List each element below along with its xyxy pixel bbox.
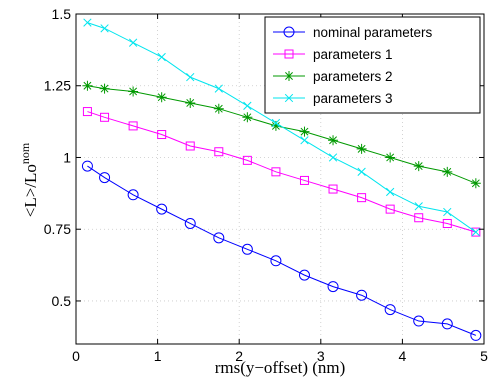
data-point-circle: [156, 203, 168, 215]
data-point-square: [284, 49, 294, 59]
data-point-star: [213, 103, 224, 114]
data-point-x: [284, 93, 294, 103]
data-point-star: [242, 112, 253, 123]
data-point-star: [270, 120, 281, 131]
data-point-x: [443, 207, 452, 217]
data-point-circle: [470, 329, 482, 341]
data-point-circle: [413, 315, 425, 327]
series-line: [87, 165, 477, 336]
y-tick-label: 0.75: [44, 221, 71, 237]
legend-label: nominal parameters: [313, 25, 433, 40]
data-point-circle: [441, 318, 453, 330]
y-tick-label: 0.5: [52, 293, 72, 309]
series-layer: [81, 18, 482, 341]
data-point-x: [471, 227, 480, 237]
x-tick-label: 3: [317, 348, 325, 364]
ticks: 0 1 2 3 4 5 0.5 0.75 1 1.25 1.5: [44, 6, 488, 364]
data-point-x: [328, 153, 338, 162]
data-point-x: [128, 38, 138, 47]
data-point-circle: [213, 232, 225, 244]
legend-label: parameters 3: [313, 91, 393, 106]
data-point-square: [385, 204, 395, 214]
data-point-x: [357, 167, 366, 176]
series-3: [82, 80, 481, 189]
data-point-circle: [270, 255, 282, 267]
legend-entry: parameters 2: [273, 69, 393, 84]
data-point-star: [284, 71, 294, 81]
data-point-x: [186, 72, 195, 82]
data-point-square: [128, 121, 138, 131]
data-point-square: [414, 213, 424, 223]
data-point-x: [83, 18, 92, 27]
y-tick-label: 1: [63, 149, 71, 165]
y-axis-title: <L>/Lonom: [18, 142, 40, 217]
data-point-star: [385, 152, 396, 163]
data-point-square: [242, 155, 252, 165]
data-point-square: [328, 184, 338, 194]
data-point-square: [82, 107, 92, 117]
legend-box: [264, 16, 481, 114]
data-point-x: [214, 84, 223, 93]
data-point-square: [157, 130, 167, 140]
y-axis-title-sup: nom: [18, 142, 32, 164]
x-tick-label: 2: [235, 348, 243, 364]
legend: nominal parameters parameters 1 parameters…: [264, 16, 481, 114]
data-point-x: [100, 24, 109, 33]
x-tick-label: 4: [399, 348, 407, 364]
data-point-star: [356, 143, 367, 154]
data-point-circle: [384, 304, 396, 316]
data-point-circle: [356, 289, 368, 301]
data-point-star: [442, 166, 453, 177]
y-tick-label: 1.5: [52, 6, 72, 22]
data-point-square: [100, 112, 110, 122]
data-point-circle: [298, 269, 310, 281]
y-tick-label: 1.25: [44, 78, 71, 94]
data-point-square: [357, 193, 367, 203]
legend-label: parameters 2: [313, 69, 393, 84]
data-point-star: [156, 92, 167, 103]
legend-label: parameters 1: [313, 47, 393, 62]
data-point-circle: [327, 281, 339, 293]
data-point-circle: [99, 172, 111, 184]
data-point-x: [271, 118, 281, 128]
data-point-square: [214, 147, 224, 157]
data-point-star: [328, 135, 339, 146]
data-point-square: [299, 175, 309, 185]
x-axis-title: rms(y−offset) (nm): [215, 358, 346, 377]
series-1: [81, 160, 482, 341]
data-point-square: [442, 218, 452, 228]
data-point-circle: [283, 26, 295, 38]
data-point-square: [271, 167, 281, 177]
data-point-x: [157, 52, 166, 62]
series-line: [87, 111, 476, 233]
legend-entry: parameters 1: [273, 47, 393, 62]
data-point-x: [414, 202, 423, 211]
series-2: [82, 107, 481, 237]
x-tick-label: 5: [480, 348, 488, 364]
data-point-star: [82, 80, 93, 91]
data-point-circle: [127, 189, 139, 201]
data-point-x: [243, 101, 252, 110]
data-point-circle: [241, 243, 253, 255]
data-point-x: [300, 136, 309, 145]
data-point-star: [299, 126, 310, 137]
data-point-square: [471, 227, 481, 237]
data-point-star: [413, 161, 424, 172]
series-4: [83, 18, 480, 237]
legend-entry: parameters 3: [273, 91, 393, 106]
plot-frame: [75, 13, 485, 345]
data-point-square: [185, 141, 195, 151]
data-point-star: [99, 83, 110, 94]
data-point-x: [386, 187, 395, 197]
y-axis-title-main: <L>/Lo: [21, 164, 40, 217]
data-point-star: [128, 86, 139, 97]
data-point-star: [185, 97, 196, 108]
x-tick-label: 0: [72, 348, 80, 364]
legend-entry: nominal parameters: [273, 25, 433, 40]
data-point-circle: [81, 160, 93, 172]
data-point-star: [470, 178, 481, 189]
data-point-circle: [184, 217, 196, 229]
x-tick-label: 1: [154, 348, 162, 364]
